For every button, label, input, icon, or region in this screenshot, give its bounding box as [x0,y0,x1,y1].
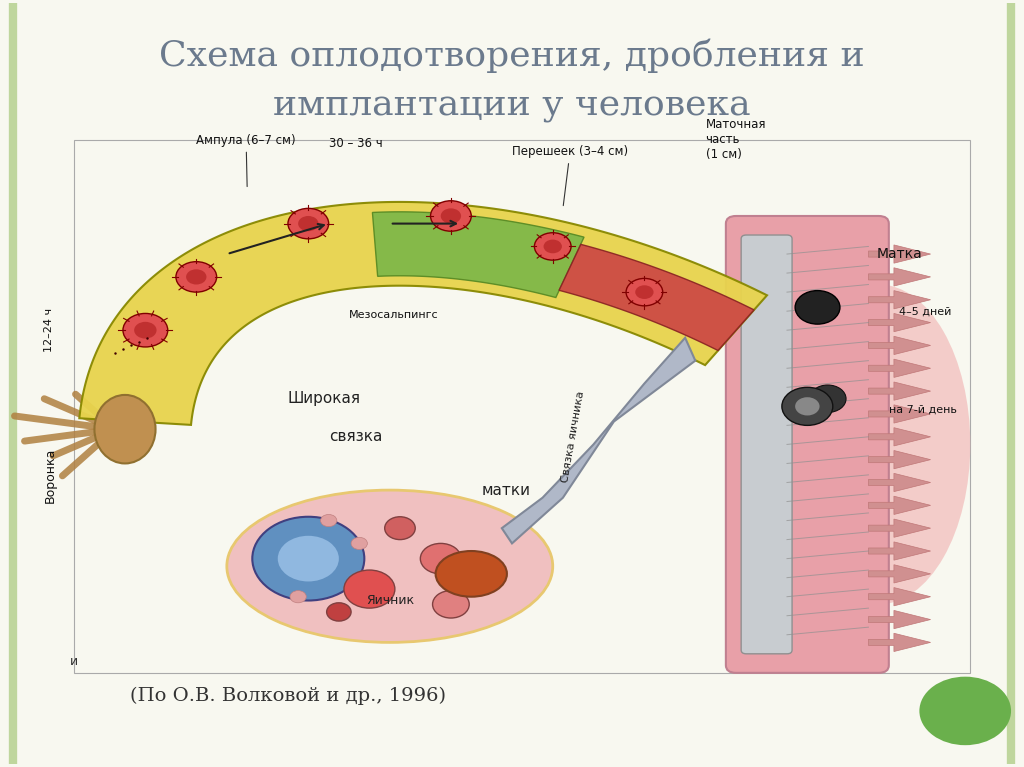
Text: 12–24 ч: 12–24 ч [43,308,53,352]
Polygon shape [502,337,695,543]
FancyArrow shape [868,268,931,286]
Circle shape [252,517,365,601]
FancyArrow shape [868,382,931,400]
Circle shape [535,232,571,260]
Ellipse shape [435,551,507,597]
FancyArrow shape [868,314,931,331]
Circle shape [288,209,329,239]
Circle shape [278,536,339,581]
Circle shape [809,385,846,413]
FancyBboxPatch shape [741,235,793,653]
Text: Связка яичника: Связка яичника [560,390,586,483]
Ellipse shape [787,285,971,604]
Text: Схема оплодотворения, дробления и: Схема оплодотворения, дробления и [159,39,865,74]
Text: Воронка: Воронка [43,447,56,502]
FancyArrow shape [868,519,931,538]
FancyArrow shape [868,450,931,469]
Text: связка: связка [329,430,382,444]
FancyArrow shape [868,542,931,560]
Circle shape [440,209,461,224]
Ellipse shape [227,490,553,643]
Text: (По О.В. Волковой и др., 1996): (По О.В. Волковой и др., 1996) [130,686,445,705]
FancyBboxPatch shape [726,216,889,673]
Text: 30 – 36 ч: 30 – 36 ч [329,137,382,150]
FancyArrow shape [868,245,931,263]
Circle shape [432,591,469,618]
Circle shape [134,322,157,338]
Text: матки: матки [481,482,530,498]
Circle shape [782,387,833,426]
Text: на 7-й день: на 7-й день [889,405,956,415]
FancyArrow shape [868,588,931,606]
Circle shape [795,397,819,416]
Text: имплантации у человека: имплантации у человека [273,88,751,123]
FancyArrow shape [868,634,931,651]
Circle shape [344,570,395,608]
Circle shape [544,239,562,253]
FancyArrow shape [868,473,931,492]
Text: Матка: Матка [877,247,922,261]
Circle shape [327,603,351,621]
FancyArrow shape [868,405,931,423]
Circle shape [351,538,368,549]
Text: Ампула (6–7 см): Ампула (6–7 см) [197,133,296,186]
Text: Мезосальпингс: Мезосальпингс [349,310,438,320]
Polygon shape [559,245,754,351]
FancyArrow shape [868,336,931,354]
Circle shape [321,515,337,527]
FancyArrow shape [868,428,931,446]
Circle shape [176,262,217,292]
Circle shape [626,278,663,306]
Text: 4–5 дней: 4–5 дней [899,306,951,316]
Circle shape [430,201,471,231]
Circle shape [290,591,306,603]
Polygon shape [373,212,584,298]
Text: Яичник: Яичник [366,594,414,607]
FancyArrow shape [868,611,931,629]
Text: и: и [70,655,78,668]
FancyArrow shape [868,291,931,309]
FancyArrow shape [868,359,931,377]
Circle shape [920,676,1011,746]
Text: Перешеек (3–4 см): Перешеек (3–4 см) [512,145,628,206]
FancyArrow shape [868,496,931,515]
Polygon shape [79,202,767,425]
Text: Широкая: Широкая [288,391,360,407]
Circle shape [186,269,207,285]
Circle shape [420,543,461,574]
Text: Маточная
часть
(1 см): Маточная часть (1 см) [706,118,766,161]
Circle shape [123,314,168,347]
Ellipse shape [94,395,156,463]
Circle shape [385,517,416,540]
Circle shape [635,285,653,299]
Circle shape [795,291,840,324]
Circle shape [298,216,318,231]
FancyArrow shape [868,565,931,583]
Circle shape [802,296,833,319]
